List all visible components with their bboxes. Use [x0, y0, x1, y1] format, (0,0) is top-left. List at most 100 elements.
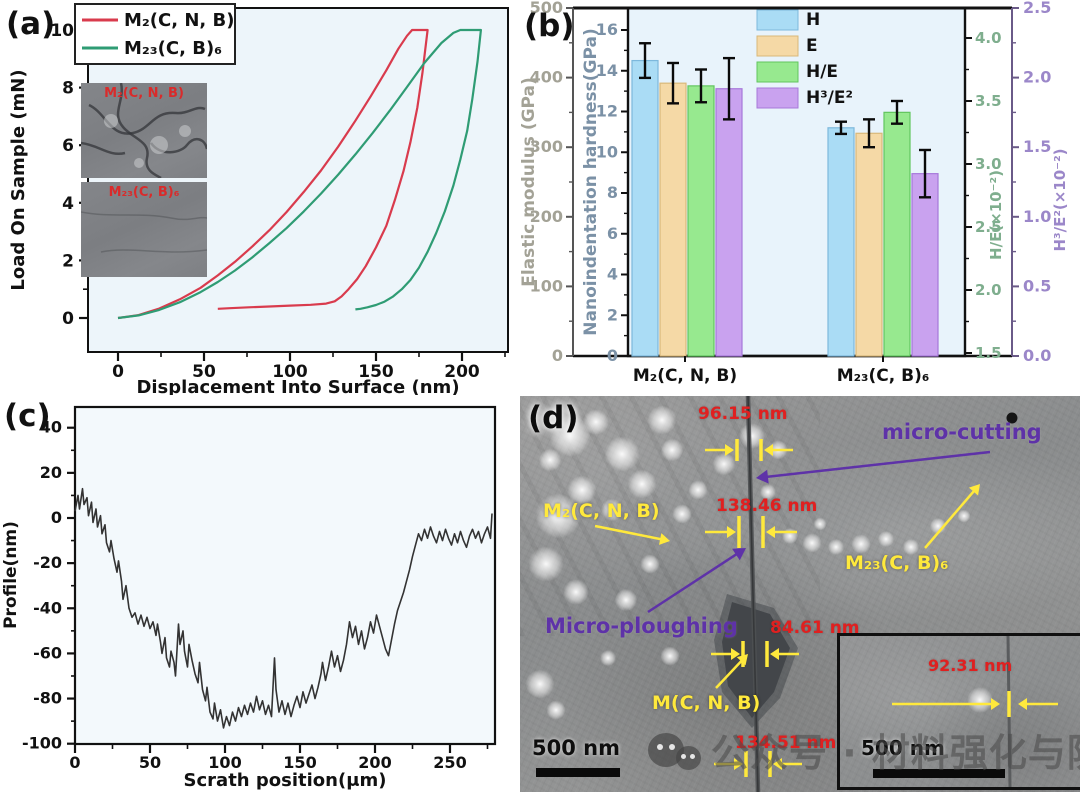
m2-arrow-head	[659, 533, 670, 545]
h3e2-axis-title: H³/E²(×10⁻²)	[1051, 148, 1069, 251]
measure-arrow-left-head	[731, 648, 740, 660]
bar-H-1	[827, 127, 855, 357]
y-tick-label: 6	[62, 136, 74, 156]
m2-phase-label: M₂(C, N, B)	[543, 500, 660, 522]
y-tick-label: 2	[62, 251, 74, 271]
crack-line	[116, 83, 162, 178]
x-axis-title: Scrath position(μm)	[184, 770, 387, 791]
sem-inset-m23: M₂₃(C, B)₆	[81, 182, 207, 277]
m-phase-label: M(C, N, B)	[652, 692, 761, 714]
bright-particle	[851, 534, 871, 554]
bright-particle	[535, 493, 581, 539]
bright-particle	[672, 504, 692, 524]
bar-H³/E²-1	[911, 173, 939, 357]
bright-particle	[688, 480, 708, 500]
h3e2-tick-label: 0.5	[1023, 276, 1051, 295]
x-tick-label: 100	[208, 753, 241, 772]
y-tick-label: 10	[50, 21, 74, 41]
bright-particle	[567, 475, 597, 505]
bright-particle	[802, 533, 822, 553]
bright-particle	[957, 509, 971, 523]
h3e2-tick-label: 2.5	[1023, 0, 1051, 17]
x-tick-label: 100	[272, 362, 308, 382]
bright-particle	[538, 448, 562, 472]
x-tick-label: 150	[358, 362, 394, 382]
sem-inset-m2-texture	[81, 83, 207, 178]
legend-label-0: M₂(C, N, B)	[124, 10, 234, 31]
inset-measurement-label: 92.31 nm	[928, 656, 1013, 675]
category-label-0: M₂(C, N, B)	[633, 366, 737, 386]
modulus-tick-label: 300	[530, 137, 563, 156]
bright-particle	[600, 498, 624, 522]
sem-micrograph: (d) 96.15 nm 138.46 nm 84.61 nm 134.51 n…	[520, 396, 1080, 792]
inset-particle	[150, 136, 168, 154]
bright-particle	[627, 469, 657, 499]
he-tick-label: 1.5	[975, 344, 1002, 362]
hardness-tick-label: 6	[607, 224, 618, 243]
scalebar-inset	[873, 769, 1005, 778]
measure-arrow-left-head	[734, 758, 743, 770]
panel-c-tag: (c)	[4, 398, 51, 434]
y-tick-label: 4	[62, 194, 74, 214]
watermark: 公众号 · 材料强化与防护	[648, 722, 1080, 777]
bright-particle	[549, 415, 591, 457]
measurement-label-4: 134.51 nm	[735, 733, 837, 753]
legend-swatch-2	[756, 61, 799, 83]
scratch-profile-chart: 0 50 100 150 200 25040200-20-40-60-80-100Scra…	[1, 405, 497, 791]
inset-measure-arrow-left-head	[991, 698, 1000, 710]
legend-swatch-3	[756, 87, 799, 109]
x-tick-label: 0	[69, 753, 80, 772]
bright-particle	[878, 531, 894, 547]
hardness-tick-label: 14	[596, 61, 618, 80]
load-displacement-chart: 0 50 100 150 200 0 2 4 6 8 10 Displacement Into Sur…	[8, 3, 509, 395]
sem-inset-zoom: 92.31 nm 500 nm	[837, 633, 1080, 790]
modulus-tick-label: 500	[530, 0, 563, 17]
sem-annotation-overlay	[525, 396, 1018, 792]
bright-particle	[828, 539, 844, 555]
legend-label-2: H/E	[806, 62, 838, 82]
bar-E-1	[855, 132, 883, 357]
m2-arrow	[594, 524, 667, 542]
he-tick-label: 4.0	[975, 29, 1002, 47]
wechat-icon-small	[676, 745, 701, 770]
modulus-tick-label: 100	[530, 276, 563, 295]
bright-particle	[600, 650, 616, 666]
sem-inset-m2: M₂(C, N, B)	[81, 83, 207, 178]
sem-inset-m23-texture	[81, 211, 207, 253]
legend-box	[74, 3, 236, 65]
he-tick-label: 2.5	[975, 218, 1002, 236]
micro-ploughing-arrow	[647, 549, 744, 614]
m23-phase-label: M₂₃(C, B)₆	[845, 552, 949, 574]
sem-inset-m23-label: M₂₃(C, B)₆	[108, 185, 180, 200]
panel-d-tag: (d)	[528, 400, 579, 436]
hardness-tick-label: 4	[607, 265, 618, 284]
x-tick-label: 200	[444, 362, 480, 382]
crack-line	[81, 137, 207, 156]
series-line-1	[117, 28, 482, 320]
hardness-tick-label: 0	[607, 346, 618, 365]
bright-particle	[583, 409, 609, 435]
category-label-1: M₂₃(C, B)₆	[837, 366, 930, 386]
inset-particle	[104, 114, 118, 128]
legend-swatch-1	[756, 35, 799, 57]
series-line-0	[117, 28, 429, 320]
m-arrow	[715, 656, 747, 689]
dark-spot	[1006, 412, 1018, 424]
bright-particle	[760, 484, 776, 500]
modulus-tick-label: 0	[552, 346, 563, 365]
sem-inset-noise	[840, 636, 1080, 787]
y-tick-label: -60	[33, 643, 62, 662]
he-tick-label: 3.5	[975, 92, 1002, 110]
bright-particle	[739, 423, 765, 449]
modulus-tick-label: 200	[530, 207, 563, 226]
scalebar-main	[536, 768, 620, 777]
panel-a-tag: (a)	[6, 6, 56, 42]
legend-label-0: H	[806, 10, 820, 30]
measurement-label-2: 138.46 nm	[716, 496, 818, 516]
x-axis-title: Displacement Into Surface (nm)	[136, 377, 459, 395]
bright-particle	[647, 405, 677, 435]
y-tick-label: 40	[40, 418, 62, 437]
m23-arrow-head	[968, 484, 980, 496]
inset-measure-arrow-right-head	[1018, 698, 1027, 710]
hardness-tick-label: 16	[596, 20, 618, 39]
